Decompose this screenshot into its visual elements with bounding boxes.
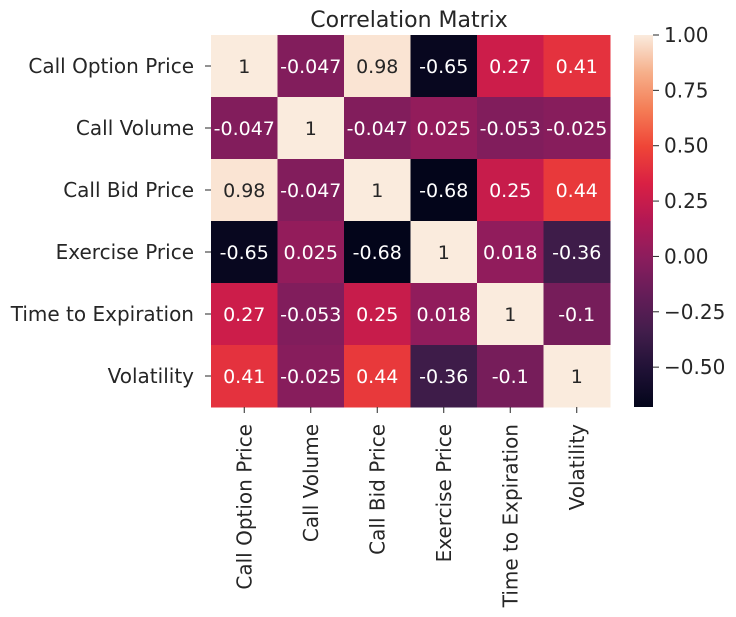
cell-annotation: -0.68 [353, 242, 402, 264]
row-label: Exercise Price [56, 240, 194, 264]
heatmap-cell [344, 97, 411, 160]
column-label: Volatility [565, 424, 589, 511]
cell-annotation: -0.65 [220, 242, 269, 264]
row-label: Volatility [108, 364, 195, 388]
cell-annotation: -0.047 [214, 118, 275, 140]
heatmap-cell [410, 221, 478, 284]
cell-annotation: -0.025 [280, 366, 341, 388]
heatmap-cell [211, 221, 278, 284]
heatmap-cell [477, 35, 544, 98]
heatmap-cell [410, 283, 478, 346]
heatmap-cell [477, 221, 544, 284]
cell-annotation: -0.053 [280, 304, 341, 326]
row-label: Call Volume [76, 116, 194, 140]
row-label: Time to Expiration [10, 302, 194, 326]
cell-annotation: -0.025 [546, 118, 607, 140]
cell-annotation: 1 [571, 366, 583, 388]
cell-annotation: -0.047 [280, 56, 341, 78]
cell-annotation: -0.36 [552, 242, 601, 264]
column-label: Call Bid Price [365, 424, 389, 555]
heatmap-cell [344, 221, 411, 284]
cell-annotation: 0.018 [483, 242, 537, 264]
row-label: Call Bid Price [63, 178, 194, 202]
cell-annotation: 0.27 [489, 56, 531, 78]
colorbar-tick-label: −0.50 [664, 355, 725, 379]
cell-annotation: -0.36 [419, 366, 468, 388]
column-labels: Call Option Price Call Volume Call Bid Pri… [232, 407, 589, 608]
heatmap-cell [410, 159, 478, 222]
heatmap-cell [277, 97, 345, 160]
colorbar-tick-label: 0.25 [664, 189, 709, 213]
cell-annotation: 1 [238, 56, 250, 78]
row-labels: Call Option Price Call Volume Call Bid Pri… [10, 54, 211, 388]
column-label: Exercise Price [432, 424, 456, 562]
cell-annotation: 0.98 [356, 56, 398, 78]
column-label: Call Volume [299, 424, 323, 542]
cell-annotations: 1 -0.047 0.98 -0.65 0.27 0.41 -0.047 1 -0.047 0.0… [214, 56, 608, 388]
cell-annotation: 0.98 [223, 180, 265, 202]
cell-annotation: -0.1 [558, 304, 595, 326]
heatmap-cell [211, 283, 278, 346]
heatmap-cell [543, 35, 611, 98]
cell-annotation: -0.1 [492, 366, 529, 388]
colorbar-tick-label: −0.25 [664, 300, 725, 324]
heatmap-cell [344, 345, 411, 408]
cell-annotation: 0.44 [356, 366, 398, 388]
heatmap-cell [410, 345, 478, 408]
cell-annotation: 0.025 [417, 118, 471, 140]
cell-annotation: 0.44 [556, 180, 598, 202]
heatmap-cell [410, 97, 478, 160]
cell-annotation: 1 [305, 118, 317, 140]
colorbar-tick-label: 0.00 [664, 244, 709, 268]
heatmap-cell [477, 97, 544, 160]
cell-annotation: 0.41 [556, 56, 598, 78]
heatmap-cell [277, 221, 345, 284]
cell-annotation: 0.018 [417, 304, 471, 326]
colorbar: 1.00 0.75 0.50 0.25 0.00 −0.25 −0.50 [634, 23, 725, 407]
cell-annotation: 1 [438, 242, 450, 264]
column-label: Time to Expiration [498, 424, 522, 608]
heatmap-cell [543, 97, 611, 160]
column-label: Call Option Price [232, 424, 256, 590]
colorbar-tick-label: 0.50 [664, 134, 709, 158]
cell-annotation: 1 [504, 304, 516, 326]
cell-annotation: 0.25 [489, 180, 531, 202]
heatmap-cell [344, 159, 411, 222]
cell-annotation: -0.053 [480, 118, 541, 140]
heatmap-cell [543, 221, 611, 284]
cell-annotation: -0.047 [347, 118, 408, 140]
heatmap-cell [211, 97, 278, 160]
heatmap-cells [211, 35, 611, 408]
heatmap-cell [477, 345, 544, 408]
cell-annotation: 1 [371, 180, 383, 202]
heatmap-cell [410, 35, 478, 98]
row-label: Call Option Price [28, 54, 194, 78]
heatmap-cell [543, 283, 611, 346]
heatmap-cell [477, 283, 544, 346]
cell-annotation: 0.27 [223, 304, 265, 326]
colorbar-tick-label: 1.00 [664, 23, 709, 47]
cell-annotation: 0.25 [356, 304, 398, 326]
heatmap-cell [477, 159, 544, 222]
cell-annotation: -0.65 [419, 56, 468, 78]
heatmap-cell [277, 35, 345, 98]
heatmap-cell [211, 35, 278, 98]
cell-annotation: -0.68 [419, 180, 468, 202]
cell-annotation: 0.025 [284, 242, 338, 264]
heatmap-cell [277, 345, 345, 408]
heatmap-cell [211, 345, 278, 408]
cell-annotation: -0.047 [280, 180, 341, 202]
chart-title: Correlation Matrix [310, 8, 508, 33]
heatmap-cell [344, 35, 411, 98]
heatmap-cell [543, 345, 611, 408]
heatmap-cell [277, 159, 345, 222]
heatmap-cell [211, 159, 278, 222]
colorbar-tick-label: 0.75 [664, 78, 709, 102]
heatmap-cell [277, 283, 345, 346]
colorbar-gradient [634, 35, 653, 407]
heatmap-cell [543, 159, 611, 222]
cell-annotation: 0.41 [223, 366, 265, 388]
heatmap-cell [344, 283, 411, 346]
